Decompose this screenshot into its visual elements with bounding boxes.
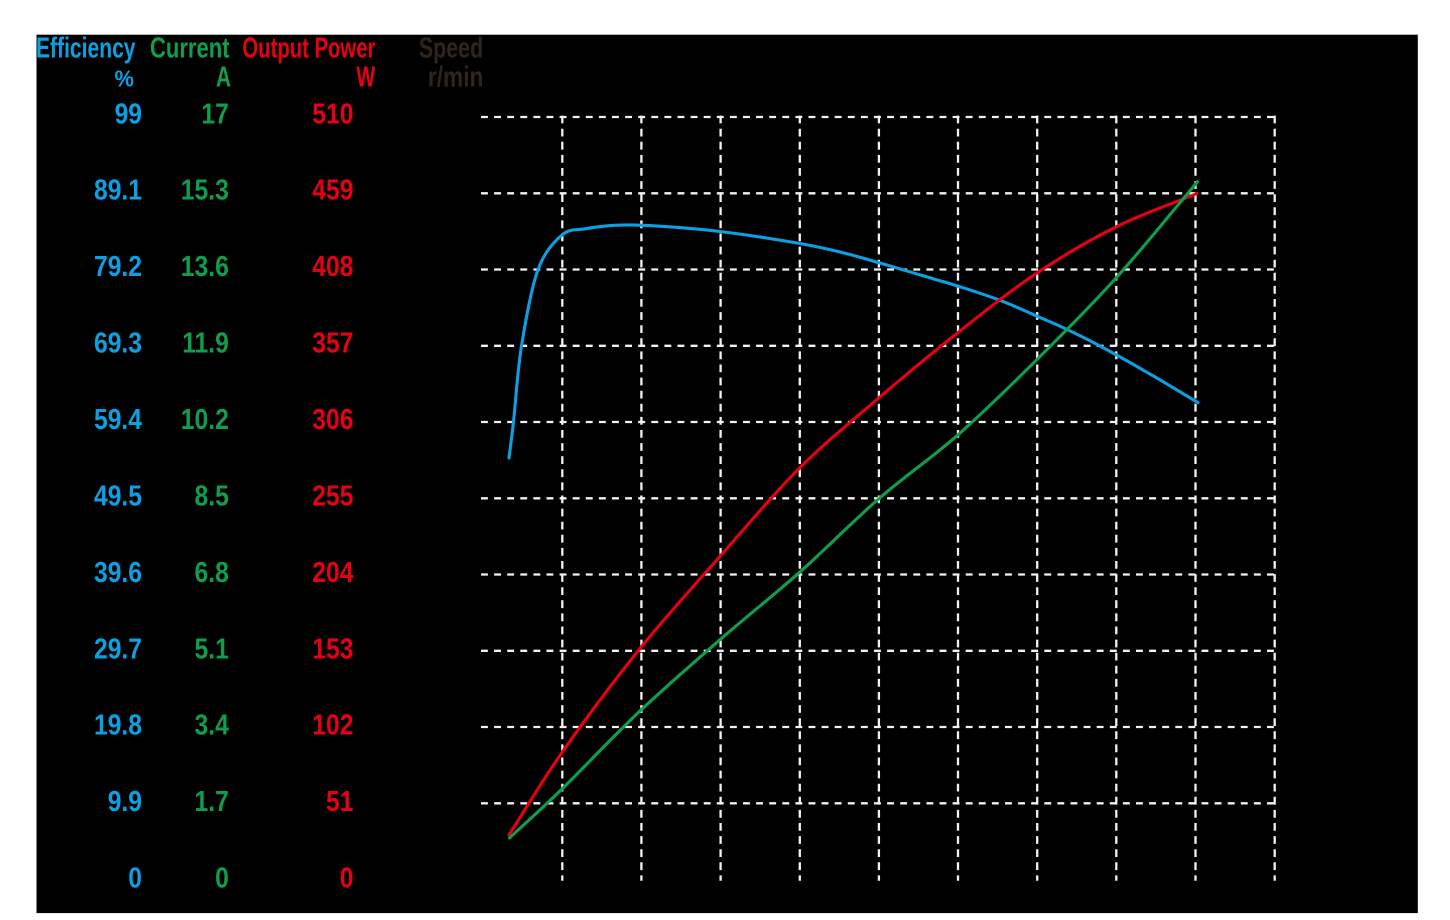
- svg-text:102: 102: [312, 710, 353, 742]
- svg-text:%: %: [115, 66, 135, 92]
- svg-text:306: 306: [312, 404, 353, 436]
- svg-text:17: 17: [201, 98, 228, 130]
- svg-text:204: 204: [312, 557, 353, 589]
- svg-text:W: W: [356, 62, 375, 94]
- svg-text:51: 51: [326, 786, 353, 818]
- svg-text:1.7: 1.7: [195, 786, 229, 818]
- svg-text:153: 153: [312, 633, 353, 665]
- svg-text:10.2: 10.2: [181, 404, 229, 436]
- svg-text:29.7: 29.7: [94, 633, 142, 665]
- svg-text:A: A: [216, 62, 231, 94]
- svg-text:5.1: 5.1: [195, 633, 229, 665]
- svg-text:69.3: 69.3: [94, 328, 142, 360]
- svg-text:408: 408: [312, 251, 353, 283]
- svg-text:19.8: 19.8: [94, 710, 142, 742]
- svg-text:357: 357: [312, 328, 353, 360]
- svg-text:459: 459: [312, 175, 353, 207]
- svg-text:Efficiency: Efficiency: [36, 33, 136, 65]
- svg-text:0: 0: [215, 863, 229, 895]
- svg-text:Current: Current: [150, 33, 230, 65]
- svg-text:0: 0: [340, 863, 354, 895]
- svg-text:3.4: 3.4: [195, 710, 229, 742]
- svg-text:6.8: 6.8: [195, 557, 229, 589]
- svg-text:0: 0: [128, 863, 142, 895]
- svg-text:49.5: 49.5: [94, 480, 142, 512]
- svg-text:Speed: Speed: [419, 33, 483, 65]
- svg-text:79.2: 79.2: [94, 251, 142, 283]
- svg-text:Output Power: Output Power: [242, 33, 375, 65]
- svg-text:89.1: 89.1: [94, 175, 142, 207]
- svg-text:255: 255: [312, 480, 353, 512]
- svg-text:510: 510: [312, 98, 353, 130]
- svg-text:9.9: 9.9: [108, 786, 142, 818]
- svg-text:15.3: 15.3: [181, 175, 229, 207]
- svg-text:99: 99: [115, 98, 142, 130]
- svg-text:59.4: 59.4: [94, 404, 142, 436]
- svg-text:8.5: 8.5: [195, 480, 229, 512]
- svg-text:r/min: r/min: [428, 62, 484, 94]
- svg-text:11.9: 11.9: [182, 328, 229, 360]
- svg-text:39.6: 39.6: [94, 557, 142, 589]
- svg-text:13.6: 13.6: [181, 251, 229, 283]
